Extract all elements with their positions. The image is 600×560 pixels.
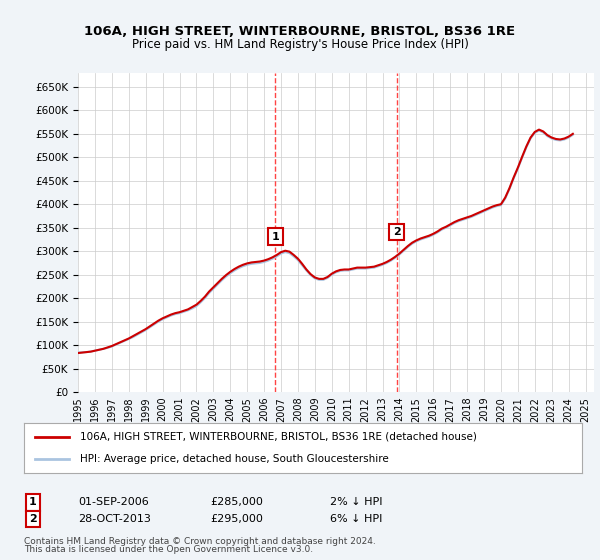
Text: 01-SEP-2006: 01-SEP-2006 [78,497,149,507]
Text: 1: 1 [272,232,280,242]
Text: HPI: Average price, detached house, South Gloucestershire: HPI: Average price, detached house, Sout… [80,454,389,464]
Text: Contains HM Land Registry data © Crown copyright and database right 2024.: Contains HM Land Registry data © Crown c… [24,537,376,546]
Text: £295,000: £295,000 [210,514,263,524]
Text: 2: 2 [392,227,400,237]
Text: 28-OCT-2013: 28-OCT-2013 [78,514,151,524]
Text: 2: 2 [29,514,37,524]
Text: Price paid vs. HM Land Registry's House Price Index (HPI): Price paid vs. HM Land Registry's House … [131,38,469,51]
Text: 6% ↓ HPI: 6% ↓ HPI [330,514,382,524]
Text: This data is licensed under the Open Government Licence v3.0.: This data is licensed under the Open Gov… [24,545,313,554]
Text: 106A, HIGH STREET, WINTERBOURNE, BRISTOL, BS36 1RE (detached house): 106A, HIGH STREET, WINTERBOURNE, BRISTOL… [80,432,476,442]
Text: 1: 1 [29,497,37,507]
Text: 2% ↓ HPI: 2% ↓ HPI [330,497,383,507]
Text: 106A, HIGH STREET, WINTERBOURNE, BRISTOL, BS36 1RE: 106A, HIGH STREET, WINTERBOURNE, BRISTOL… [85,25,515,38]
Text: £285,000: £285,000 [210,497,263,507]
